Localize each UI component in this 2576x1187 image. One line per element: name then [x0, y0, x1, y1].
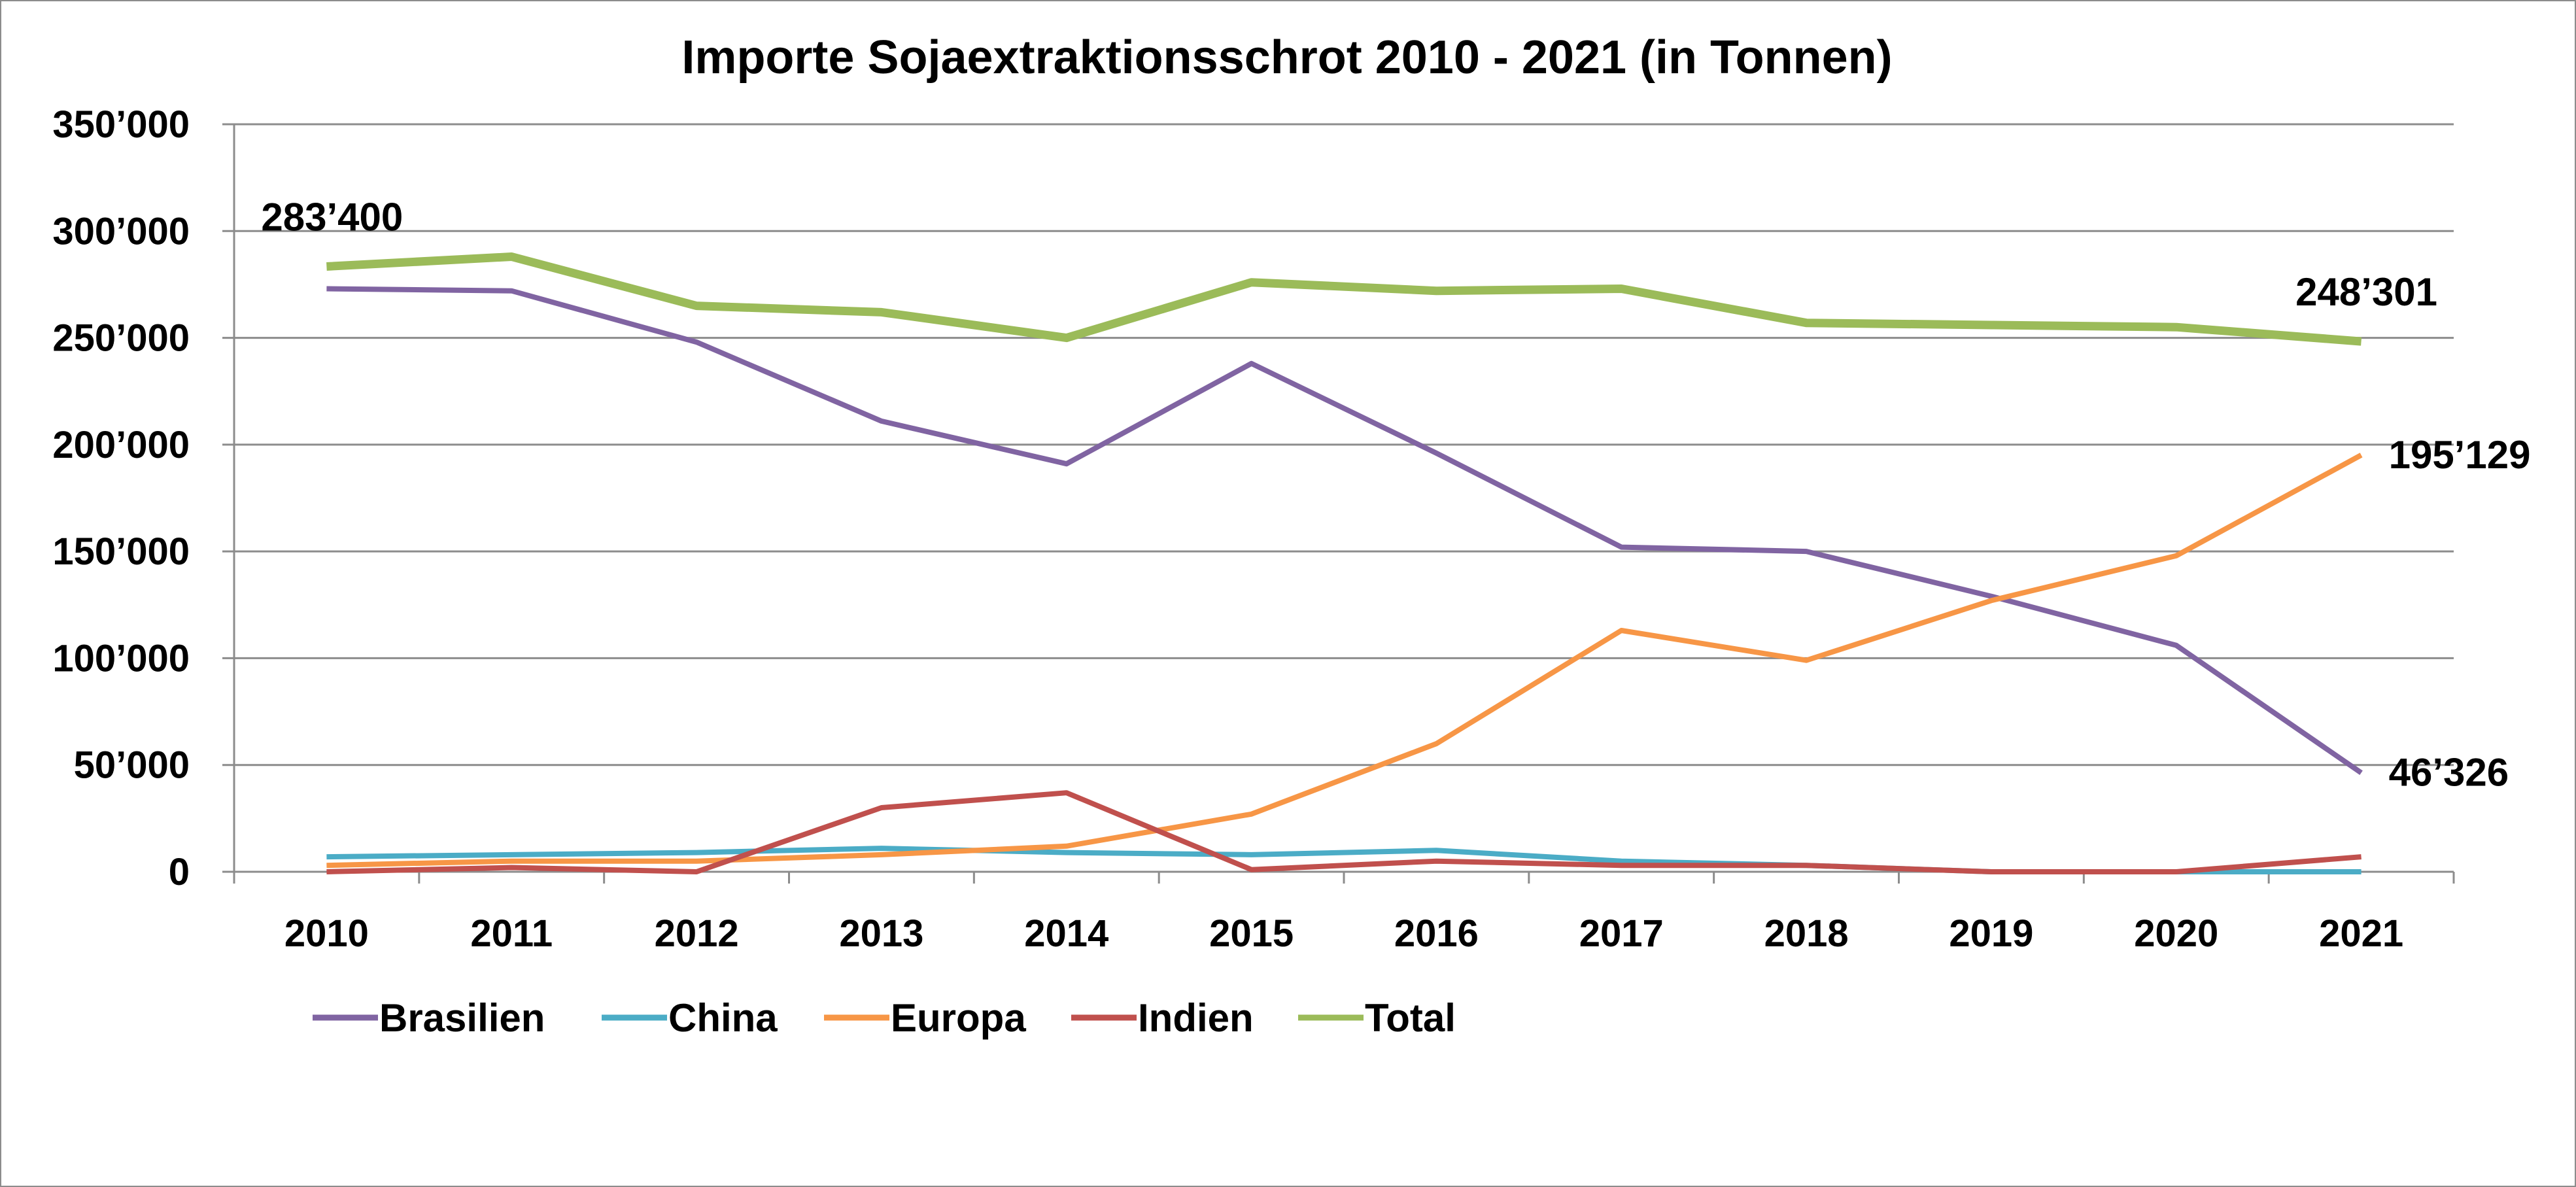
legend: Brasilien China Europa Indien Total — [313, 996, 1456, 1040]
x-tick-label: 2012 — [655, 912, 739, 955]
y-tick-label: 0 — [169, 851, 190, 893]
y-tick-label: 150’000 — [52, 530, 190, 573]
axes: 0 50’000 100’000 150’000 200’000 250’000 300’0… — [52, 103, 2455, 955]
x-tick-label: 2011 — [470, 912, 553, 955]
x-tick-label: 2014 — [1024, 912, 1108, 955]
data-label: 283’400 — [261, 195, 403, 239]
x-tick-label: 2013 — [839, 912, 923, 955]
series-line-europa — [326, 453, 2363, 869]
y-tick-label: 300’000 — [52, 210, 190, 252]
data-label: 46’326 — [2389, 751, 2509, 795]
y-tick-label: 350’000 — [52, 103, 190, 146]
x-tick-label: 2017 — [1579, 912, 1664, 955]
data-label: 195’129 — [2389, 433, 2531, 477]
y-tick-label: 250’000 — [52, 317, 190, 360]
data-labels: 283’400 248’301 195’129 46’326 — [261, 195, 2530, 794]
x-tick-label: 2020 — [2134, 912, 2218, 955]
x-tick-label: 2016 — [1394, 912, 1479, 955]
y-tick-label: 100’000 — [52, 637, 190, 680]
legend-label: China — [668, 996, 778, 1040]
data-label: 248’301 — [2295, 270, 2437, 314]
series-lines — [326, 252, 2363, 874]
x-tick-label: 2015 — [1209, 912, 1294, 955]
y-tick-label: 50’000 — [74, 744, 190, 787]
legend-label: Indien — [1138, 996, 1254, 1040]
legend-label: Europa — [891, 996, 1026, 1040]
x-tick-label: 2018 — [1764, 912, 1849, 955]
x-tick-label: 2021 — [2319, 912, 2403, 955]
series-line-total — [326, 252, 2362, 346]
x-tick-label: 2019 — [1949, 912, 2033, 955]
y-tick-label: 200’000 — [52, 424, 190, 466]
series-line-indien — [326, 790, 2361, 874]
gridlines — [234, 123, 2454, 766]
legend-label: Brasilien — [379, 996, 545, 1040]
chart-title: Importe Sojaextraktionsschrot 2010 - 202… — [681, 31, 1892, 84]
series-line-brasilien — [326, 286, 2363, 775]
legend-label: Total — [1365, 996, 1456, 1040]
x-tick-label: 2010 — [284, 912, 369, 955]
